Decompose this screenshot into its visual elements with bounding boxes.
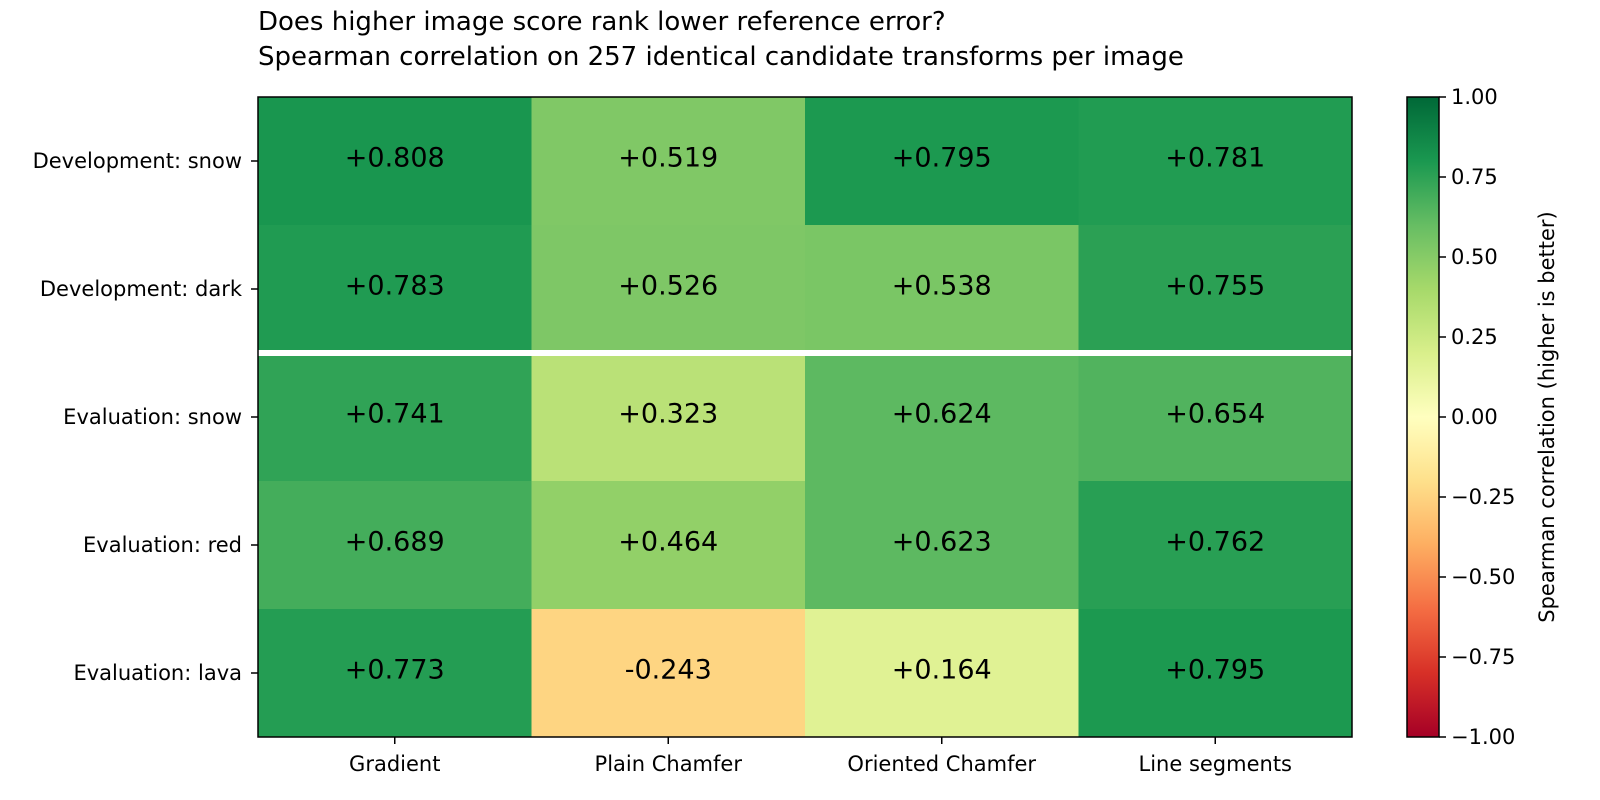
row-label: Development: snow — [33, 149, 242, 173]
cell-value-label: +0.741 — [345, 399, 445, 430]
row-label: Evaluation: snow — [63, 405, 242, 429]
heatmap-cell — [258, 353, 532, 482]
row-label: Evaluation: lava — [73, 661, 242, 685]
column-label: Line segments — [1139, 752, 1293, 776]
heatmap-cell — [258, 97, 532, 226]
heatmap-cell — [1078, 609, 1353, 738]
colorbar-tick-label: 1.00 — [1451, 85, 1498, 109]
cell-value-label: +0.795 — [892, 143, 992, 174]
heatmap-cell — [805, 353, 1079, 482]
row-label: Development: dark — [40, 277, 243, 301]
heatmap-cell — [805, 609, 1079, 738]
cell-value-label: +0.795 — [1165, 655, 1265, 686]
colorbar-gradient — [1406, 96, 1440, 738]
heatmap-cells — [258, 97, 1353, 738]
heatmap-cell — [258, 225, 532, 354]
heatmap-cell — [531, 609, 806, 738]
column-label: Gradient — [349, 752, 440, 776]
colorbar-tick-label: 0.50 — [1451, 245, 1498, 269]
column-label: Plain Chamfer — [595, 752, 743, 776]
heatmap-cell — [258, 609, 532, 738]
chart-title-line: Does higher image score rank lower refer… — [258, 7, 946, 37]
colorbar-tick-label: −0.25 — [1451, 485, 1515, 509]
cell-value-label: +0.773 — [345, 655, 445, 686]
colorbar-tick-label: −0.75 — [1451, 645, 1515, 669]
heatmap-cell — [531, 97, 806, 226]
heatmap-cell — [1078, 353, 1353, 482]
cell-value-label: +0.783 — [345, 271, 445, 302]
cell-value-label: +0.762 — [1165, 527, 1265, 558]
heatmap-cell — [805, 225, 1079, 354]
cell-value-label: +0.654 — [1165, 399, 1265, 430]
plot-border — [257, 96, 1353, 738]
cell-value-label: +0.755 — [1165, 271, 1265, 302]
heatmap-value-labels: +0.808 +0.519 +0.795 +0.781 +0.783 +0.526 +0.5… — [345, 143, 1265, 686]
heatmap-cell — [531, 353, 806, 482]
row-label: Evaluation: red — [83, 533, 242, 557]
heatmap-cell — [531, 481, 806, 610]
cell-value-label: +0.808 — [345, 143, 445, 174]
heatmap-cell — [1078, 97, 1353, 226]
colorbar-tick-label: 0.75 — [1451, 165, 1498, 189]
colorbar-tick-label: −0.50 — [1451, 565, 1515, 589]
heatmap-cell — [1078, 481, 1353, 610]
colorbar-tick-label: 0.25 — [1451, 325, 1498, 349]
colorbar-label: Spearman correlation (higher is better) — [1535, 211, 1559, 623]
cell-value-label: +0.538 — [892, 271, 992, 302]
cell-value-label: +0.781 — [1165, 143, 1265, 174]
heatmap-cell — [1078, 225, 1353, 354]
column-label: Oriented Chamfer — [847, 752, 1036, 776]
chart-title-line: Spearman correlation on 257 identical ca… — [258, 42, 1184, 72]
heatmap-cell — [531, 225, 806, 354]
chart-title: Does higher image score rank lower refer… — [258, 7, 1184, 72]
cell-value-label: +0.464 — [618, 527, 718, 558]
heatmap-cell — [258, 481, 532, 610]
cell-value-label: +0.164 — [892, 655, 992, 686]
cell-value-label: +0.519 — [618, 143, 718, 174]
cell-value-label: +0.323 — [618, 399, 718, 430]
heatmap-cell — [805, 97, 1079, 226]
cell-value-label: -0.243 — [625, 655, 712, 686]
colorbar-tick-label: −1.00 — [1451, 725, 1515, 749]
plot-frame — [257, 96, 1353, 738]
cell-value-label: +0.623 — [892, 527, 992, 558]
colorbar-tick-label: 0.00 — [1451, 405, 1498, 429]
cell-value-label: +0.624 — [892, 399, 992, 430]
row-labels: Development: snow Development: dark Evalua… — [33, 149, 258, 685]
cell-value-label: +0.689 — [345, 527, 445, 558]
column-labels: Gradient Plain Chamfer Oriented Chamfer Lin… — [349, 737, 1292, 776]
heatmap-cell — [805, 481, 1079, 610]
cell-value-label: +0.526 — [618, 271, 718, 302]
colorbar: 1.00 0.75 0.50 0.25 0.00 −0.25 −0.50 −0.75 −1.00… — [1406, 85, 1559, 749]
